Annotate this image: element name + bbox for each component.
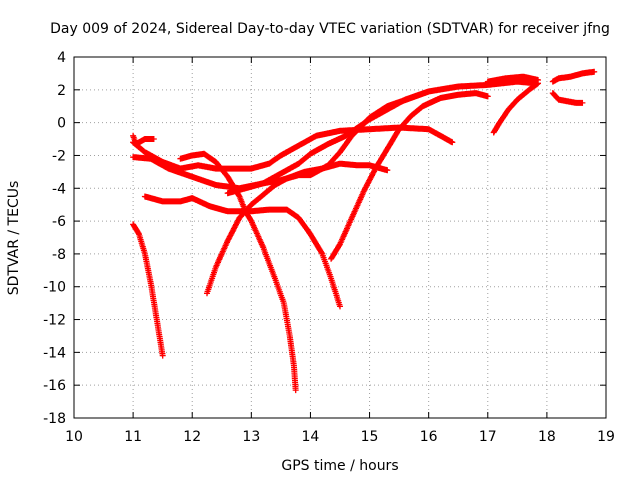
data-point-markers	[130, 221, 166, 359]
data-point-markers	[177, 150, 299, 394]
series-track-3	[130, 124, 456, 172]
series-track-13	[549, 90, 586, 106]
series-track-8	[328, 90, 491, 262]
y-tick-label: 2	[57, 83, 66, 99]
series-track-9	[224, 88, 432, 197]
x-tick-label: 13	[242, 429, 260, 445]
data-marks	[130, 68, 598, 394]
x-tick-label: 11	[124, 429, 142, 445]
plot-frame	[73, 56, 607, 419]
x-axis-label: GPS time / hours	[281, 458, 398, 474]
series-track-1	[130, 221, 166, 359]
x-tick-label: 17	[479, 429, 497, 445]
series-track-12	[549, 68, 598, 85]
y-axis-label: SDTVAR / TECUs	[6, 181, 22, 296]
y-tick-label: -10	[43, 280, 66, 296]
chart-title: Day 009 of 2024, Sidereal Day-to-day VTE…	[50, 21, 610, 37]
data-point-markers	[141, 193, 343, 310]
y-tick-label: 0	[57, 116, 66, 132]
series-track-11	[484, 73, 541, 85]
y-tick-label: -4	[52, 181, 66, 197]
data-point-markers	[130, 124, 456, 172]
data-point-markers	[224, 88, 432, 197]
y-tick-label: -16	[43, 378, 66, 394]
y-tick-label: -12	[43, 313, 66, 329]
x-tick-label: 10	[65, 429, 83, 445]
series-track-5	[141, 193, 343, 310]
x-tick-label: 19	[597, 429, 615, 445]
data-point-markers	[328, 90, 491, 262]
data-point-markers	[484, 73, 541, 85]
x-tick-label: 14	[302, 429, 320, 445]
series-track-6	[177, 150, 299, 394]
y-tick-label: -6	[52, 214, 66, 230]
y-tick-label: -2	[52, 148, 66, 164]
axis-ticks: 10 11 12 13 14 15 16 17 18 19 -18 -16 -14 -12 -10 -8 -6 -…	[43, 50, 615, 445]
data-point-markers	[490, 80, 541, 136]
x-tick-label: 18	[538, 429, 556, 445]
series-track-10	[490, 80, 541, 136]
data-point-markers	[549, 90, 586, 106]
y-tick-label: -8	[52, 247, 66, 263]
y-tick-label: 4	[57, 50, 66, 66]
y-tick-label: -18	[43, 411, 66, 427]
x-tick-label: 12	[183, 429, 201, 445]
x-tick-label: 15	[361, 429, 379, 445]
data-point-markers	[549, 68, 598, 85]
x-tick-label: 16	[420, 429, 438, 445]
y-tick-label: -14	[43, 345, 66, 361]
